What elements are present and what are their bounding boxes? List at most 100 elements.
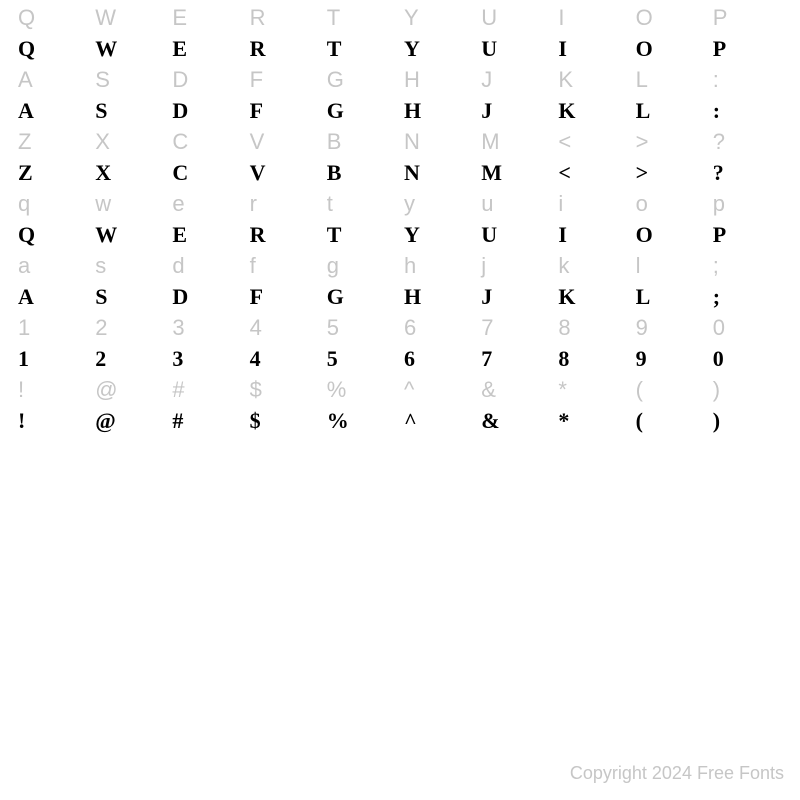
charmap-label: e	[168, 188, 245, 219]
charmap-glyph: 3	[168, 343, 245, 374]
charmap-label: %	[323, 374, 400, 405]
charmap-label: W	[91, 2, 168, 33]
charmap-glyph: $	[246, 405, 323, 436]
charmap-glyph: H	[400, 281, 477, 312]
charmap-glyph: O	[632, 33, 709, 64]
charmap-label: r	[246, 188, 323, 219]
charmap-label: !	[14, 374, 91, 405]
charmap-glyph: L	[632, 281, 709, 312]
charmap-label: &	[477, 374, 554, 405]
charmap-glyph: :	[709, 95, 786, 126]
charmap-glyph: K	[554, 95, 631, 126]
charmap-glyph: *	[554, 405, 631, 436]
charmap-glyph: ^	[400, 405, 477, 436]
charmap-label: F	[246, 64, 323, 95]
charmap-label: p	[709, 188, 786, 219]
charmap-glyph: U	[477, 219, 554, 250]
charmap-label: E	[168, 2, 245, 33]
charmap-label: k	[554, 250, 631, 281]
charmap-label: i	[554, 188, 631, 219]
charmap-label: T	[323, 2, 400, 33]
charmap-label: V	[246, 126, 323, 157]
charmap-glyph: C	[168, 157, 245, 188]
charmap-label: G	[323, 64, 400, 95]
character-map-grid: Q W E R T Y U I O P Q W E R T Y U I O P …	[0, 0, 800, 436]
charmap-label: d	[168, 250, 245, 281]
charmap-label: A	[14, 64, 91, 95]
charmap-glyph: Y	[400, 33, 477, 64]
charmap-label: I	[554, 2, 631, 33]
charmap-glyph: ?	[709, 157, 786, 188]
charmap-label: S	[91, 64, 168, 95]
charmap-glyph: %	[323, 405, 400, 436]
charmap-glyph: T	[323, 219, 400, 250]
charmap-label: B	[323, 126, 400, 157]
charmap-label: O	[632, 2, 709, 33]
charmap-glyph: 4	[246, 343, 323, 374]
charmap-glyph: Y	[400, 219, 477, 250]
charmap-label: 4	[246, 312, 323, 343]
charmap-label: 9	[632, 312, 709, 343]
charmap-glyph: 8	[554, 343, 631, 374]
charmap-glyph: S	[91, 95, 168, 126]
charmap-label: 7	[477, 312, 554, 343]
charmap-label: g	[323, 250, 400, 281]
charmap-label: Q	[14, 2, 91, 33]
charmap-glyph: U	[477, 33, 554, 64]
charmap-label: y	[400, 188, 477, 219]
charmap-glyph: #	[168, 405, 245, 436]
charmap-glyph: B	[323, 157, 400, 188]
charmap-glyph: 6	[400, 343, 477, 374]
charmap-glyph: <	[554, 157, 631, 188]
charmap-label: U	[477, 2, 554, 33]
charmap-glyph: @	[91, 405, 168, 436]
charmap-label: C	[168, 126, 245, 157]
charmap-label: 1	[14, 312, 91, 343]
charmap-label: h	[400, 250, 477, 281]
charmap-label: K	[554, 64, 631, 95]
charmap-label: 3	[168, 312, 245, 343]
charmap-label: @	[91, 374, 168, 405]
charmap-label: Z	[14, 126, 91, 157]
charmap-label: 5	[323, 312, 400, 343]
charmap-glyph: N	[400, 157, 477, 188]
charmap-label: (	[632, 374, 709, 405]
charmap-label: w	[91, 188, 168, 219]
charmap-glyph: J	[477, 95, 554, 126]
charmap-glyph: D	[168, 281, 245, 312]
charmap-glyph: &	[477, 405, 554, 436]
charmap-glyph: F	[246, 281, 323, 312]
charmap-glyph: W	[91, 33, 168, 64]
charmap-glyph: J	[477, 281, 554, 312]
charmap-glyph: P	[709, 219, 786, 250]
charmap-label: o	[632, 188, 709, 219]
charmap-glyph: D	[168, 95, 245, 126]
charmap-glyph: Q	[14, 33, 91, 64]
charmap-label: )	[709, 374, 786, 405]
charmap-glyph: I	[554, 33, 631, 64]
charmap-label: ^	[400, 374, 477, 405]
copyright-text: Copyright 2024 Free Fonts	[570, 763, 784, 784]
charmap-glyph: 9	[632, 343, 709, 374]
charmap-label: a	[14, 250, 91, 281]
charmap-glyph: !	[14, 405, 91, 436]
charmap-label: D	[168, 64, 245, 95]
charmap-label: R	[246, 2, 323, 33]
charmap-label: 8	[554, 312, 631, 343]
charmap-label: #	[168, 374, 245, 405]
charmap-glyph: H	[400, 95, 477, 126]
charmap-label: 2	[91, 312, 168, 343]
charmap-glyph: K	[554, 281, 631, 312]
charmap-glyph: M	[477, 157, 554, 188]
charmap-glyph: ;	[709, 281, 786, 312]
charmap-label: 6	[400, 312, 477, 343]
charmap-glyph: G	[323, 95, 400, 126]
charmap-label: P	[709, 2, 786, 33]
charmap-glyph: E	[168, 33, 245, 64]
charmap-glyph: )	[709, 405, 786, 436]
charmap-label: f	[246, 250, 323, 281]
charmap-label: l	[632, 250, 709, 281]
charmap-glyph: V	[246, 157, 323, 188]
charmap-glyph: R	[246, 33, 323, 64]
charmap-glyph: G	[323, 281, 400, 312]
